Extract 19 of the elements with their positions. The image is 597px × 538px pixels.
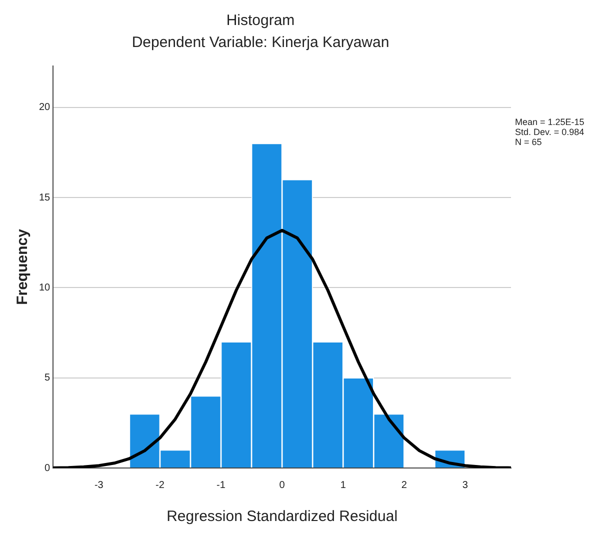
y-tick-label: 15: [39, 192, 51, 204]
text: N = 65: [515, 136, 542, 147]
x-tick-label: 0: [279, 480, 286, 491]
x-tick-label: -3: [94, 480, 104, 491]
chart-title: Histogram: [226, 12, 295, 30]
text: Mean = 1.25E-15: [515, 116, 584, 127]
y-tick-label: 0: [44, 462, 51, 474]
y-tick-label: 5: [44, 372, 51, 384]
x-tick-label: -1: [216, 480, 226, 491]
chart-subtitle: Dependent Variable: Kinerja Karyawan: [132, 34, 390, 52]
x-tick-label: -2: [156, 480, 165, 491]
y-tick-label: 20: [39, 102, 51, 114]
x-tick-label: 3: [462, 480, 468, 491]
x-tick-label: 1: [340, 480, 346, 491]
y-axis-title: Frequency: [14, 228, 32, 305]
x-tick-label: 2: [401, 480, 408, 491]
text: Std. Dev. = 0.984: [515, 126, 584, 137]
x-axis-title: Regression Standardized Residual: [166, 508, 398, 526]
y-tick-label: 10: [39, 282, 51, 294]
